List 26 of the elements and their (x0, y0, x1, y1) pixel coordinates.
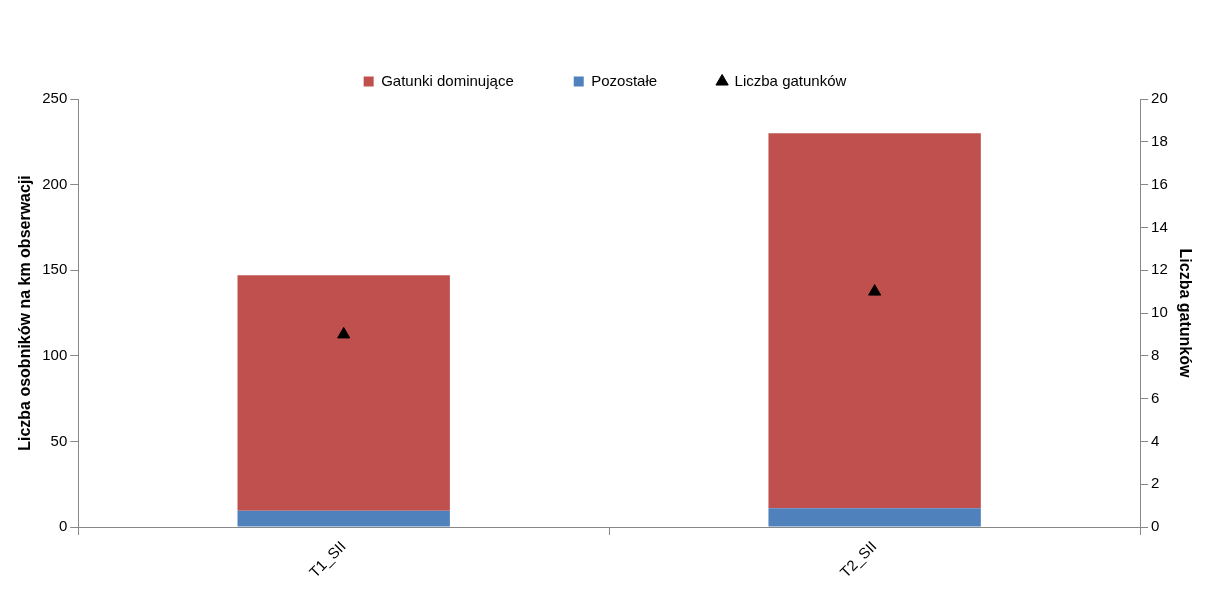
y2-tick-label: 12 (1151, 260, 1168, 278)
y2-tick-label: 8 (1151, 345, 1160, 363)
y2-tick-label: 10 (1151, 303, 1168, 321)
y-tick-label: 250 (42, 89, 68, 107)
bar (768, 508, 981, 527)
y2-tick-label: 16 (1151, 174, 1168, 192)
y2-tick-label: 2 (1151, 474, 1160, 492)
y-tick-label: 150 (42, 260, 68, 278)
y2-tick-label: 4 (1151, 431, 1160, 449)
y-tick-label: 200 (42, 174, 68, 192)
y-axis-title: Liczba osobników na km obserwacji (16, 175, 34, 451)
legend-label: Liczba gatunków (734, 71, 847, 89)
bar (768, 133, 981, 509)
y2-tick-label: 6 (1151, 388, 1160, 406)
bar (237, 275, 450, 511)
y-tick-label: 100 (42, 345, 68, 363)
y-tick-label: 0 (58, 517, 68, 535)
y-tick-label: 50 (50, 431, 68, 449)
y2-tick-label: 20 (1151, 89, 1168, 107)
y2-tick-label: 0 (1151, 517, 1160, 535)
y2-axis-title: Liczba gatunków (1176, 248, 1194, 379)
legend-label: Gatunki dominujące (381, 71, 514, 89)
y2-tick-label: 14 (1151, 217, 1168, 235)
y2-tick-label: 18 (1151, 131, 1168, 149)
legend-label: Pozostałe (591, 71, 658, 89)
bar (237, 510, 450, 527)
